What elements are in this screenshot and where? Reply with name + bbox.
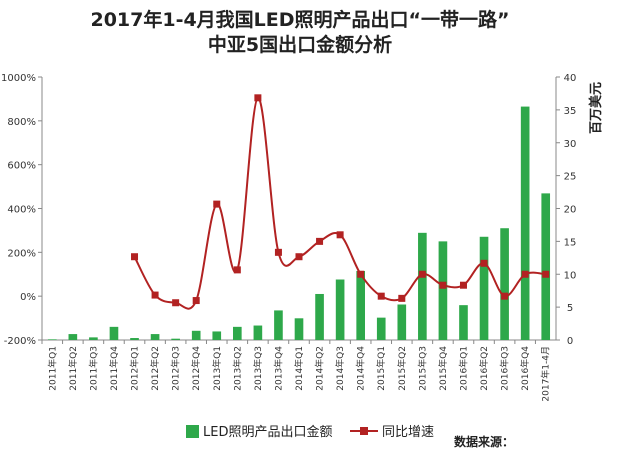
bar [500,228,509,340]
x-tick-label: 2015年Q1 [375,346,387,391]
bar [520,106,530,341]
x-tick-label: 2016年Q3 [499,346,511,391]
x-tick-label: 2014年Q3 [334,346,346,391]
growth-point [357,270,365,278]
legend-marker-growth [360,427,368,435]
right-tick-label: 15 [564,237,577,248]
legend-label-growth: 同比增速 [382,425,434,440]
x-tick-label: 2012年Q1 [129,346,141,391]
growth-point [151,291,159,299]
right-tick-label: 0 [567,336,573,347]
left-tick-label: 1000% [1,73,36,84]
plot-area: 1000%800%600%400%200%0%-200%403530252015… [1,73,576,402]
growth-point [316,237,324,245]
x-tick-label: 2015年Q3 [416,346,428,391]
growth-point [542,270,550,278]
x-tick-label: 2011年Q1 [46,346,58,391]
left-tick-label: -200% [4,336,36,347]
bar [68,334,78,340]
x-tick-label: 2016年Q4 [519,346,531,391]
bar [459,305,468,340]
growth-point [377,292,385,300]
bar [150,334,160,340]
growth-point [274,248,282,256]
bar [376,317,386,340]
x-tick-label: 2016年Q1 [457,346,469,391]
bar [233,326,242,340]
bar [294,318,304,340]
bar [397,304,407,340]
growth-point [501,292,509,300]
chart-title-line1: 2017年1-4月我国LED照明产品出口“一带一路” [90,8,509,31]
right-axis-label: 百万美元 [588,82,604,134]
x-tick-label: 2013年Q4 [272,346,284,391]
x-tick-label: 2012年Q3 [170,346,182,391]
growth-point [439,281,447,289]
bar [47,339,57,340]
left-tick-label: 200% [7,248,36,259]
x-tick-label: 2013年Q3 [252,346,264,391]
x-tick-label: 2011年Q2 [67,346,79,391]
bar [191,330,201,340]
bar [274,310,283,340]
right-tick-label: 5 [567,303,573,314]
x-tick-label: 2013年Q2 [231,346,243,391]
left-tick-label: 0% [20,292,36,303]
bar [89,337,98,340]
left-tick-label: 800% [7,117,36,128]
x-tick-label: 2014年Q1 [293,346,305,391]
x-tick-label: 2013年Q1 [211,346,223,391]
x-tick-label: 2012年Q2 [149,346,161,391]
bar [212,331,222,340]
right-tick-label: 40 [564,73,577,84]
left-tick-label: 400% [7,205,36,216]
growth-point [172,299,180,307]
bar [541,193,551,340]
growth-point [192,297,200,305]
growth-point [418,270,426,278]
right-tick-label: 35 [564,106,577,117]
x-tick-label: 2011年Q3 [87,346,99,391]
legend: LED照明产品出口金额 同比增速 [186,424,434,440]
bar [438,241,448,340]
x-tick-label: 2014年Q2 [314,346,326,391]
bar [171,338,180,340]
x-tick-label: 2017年1-4月 [540,346,552,402]
bar [335,279,345,340]
growth-point [459,281,467,289]
x-tick-label: 2015年Q4 [437,346,449,391]
growth-point [213,200,221,208]
bar [356,270,365,340]
growth-point [521,270,529,278]
x-tick-label: 2012年Q4 [190,346,202,391]
legend-swatch-bars [186,425,199,438]
bar [418,232,427,340]
right-tick-label: 20 [564,205,577,216]
x-tick-label: 2014年Q4 [355,346,367,391]
growth-point [254,94,262,102]
legend-label-bars: LED照明产品出口金额 [203,424,332,440]
growth-point [336,231,344,239]
x-tick-label: 2011年Q4 [108,346,120,391]
left-tick-label: 600% [7,161,36,172]
bar [315,293,324,340]
growth-point [233,266,241,274]
right-tick-label: 30 [564,139,577,150]
chart-title-line2: 中亚5国出口金额分析 [208,33,392,56]
growth-point [480,259,488,267]
growth-point [398,294,406,302]
bar [479,236,489,340]
x-tick-label: 2016年Q2 [478,346,490,391]
bar [109,326,119,340]
x-tick-label: 2015年Q2 [396,346,408,391]
growth-point [295,253,303,261]
source-note: 数据来源： [454,434,514,449]
bar [253,325,263,340]
bar [130,338,139,340]
right-tick-label: 10 [564,270,577,281]
right-tick-label: 25 [564,172,577,183]
growth-point [131,253,139,261]
